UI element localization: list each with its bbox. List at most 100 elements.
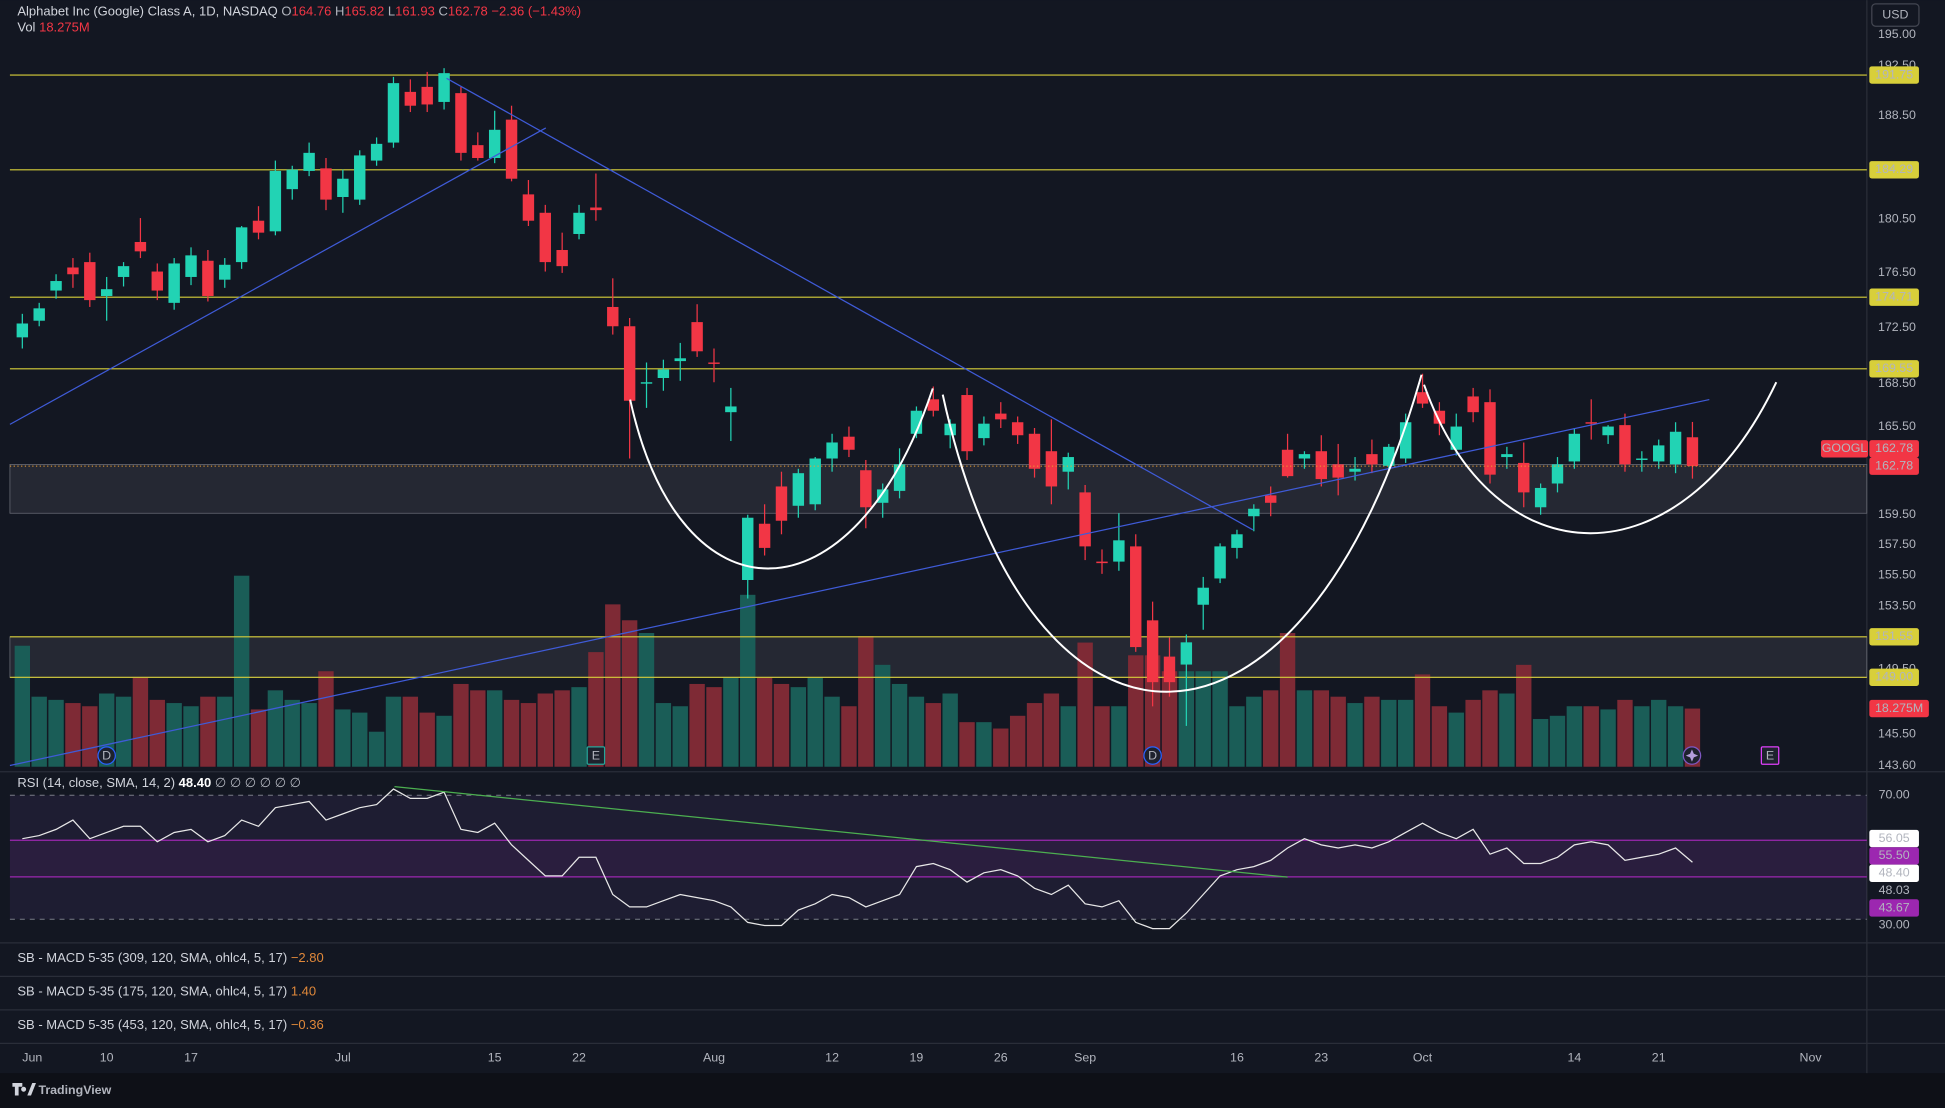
volume-bar <box>875 664 891 767</box>
y-tick-label: 180.50 <box>1878 212 1916 226</box>
candle-body <box>421 86 433 105</box>
candle-body <box>337 178 349 198</box>
candle-body <box>691 322 703 352</box>
candle-body <box>775 486 788 521</box>
y-tick-label: 159.50 <box>1878 507 1916 521</box>
volume-bar <box>554 690 570 767</box>
volume-bar <box>537 693 553 767</box>
currency-label[interactable]: USD <box>1882 7 1908 21</box>
volume-bar <box>925 703 941 767</box>
volume-bar <box>335 709 351 767</box>
x-tick-label: Aug <box>703 1051 725 1065</box>
volume-bar <box>790 687 807 767</box>
candle-body <box>84 262 96 301</box>
candle-body <box>876 489 889 503</box>
price-label: 162.78 <box>1875 441 1913 455</box>
rsi-axis-label: 55.50 <box>1879 848 1910 862</box>
currency-button[interactable] <box>1871 3 1920 27</box>
x-tick-label: 16 <box>1230 1051 1244 1065</box>
candle-body <box>1315 451 1328 480</box>
volume-bar <box>1330 696 1346 767</box>
volume-bar <box>638 633 655 767</box>
low-value: 161.93 <box>395 4 435 19</box>
candle-body <box>1298 454 1311 459</box>
indicator-value: −0.36 <box>291 1017 324 1032</box>
event-icon <box>1143 746 1162 765</box>
volume-bar <box>470 690 486 767</box>
candle-body <box>1501 454 1513 458</box>
rsi-value: 48.40 <box>179 776 212 791</box>
close-value: 162.78 <box>448 4 488 19</box>
indicator-row: SB - MACD 5-35 (175, 120, SMA, ohlc4, 5,… <box>17 984 316 999</box>
candle-body <box>1011 422 1024 436</box>
change: −2.36 (−1.43%) <box>491 4 581 19</box>
volume-bar <box>773 683 790 767</box>
candle-body <box>893 464 906 491</box>
x-tick-label: 14 <box>1567 1051 1581 1065</box>
high-value: 165.82 <box>344 4 384 19</box>
volume-bar <box>1617 699 1633 767</box>
x-tick-label: 21 <box>1652 1051 1666 1065</box>
volume-bar <box>31 696 47 767</box>
brand-name: TradingView <box>38 1083 111 1097</box>
ohlc-key: L <box>388 4 395 19</box>
indicator-name: SB - MACD 5-35 (309, 120, SMA, ohlc4, 5,… <box>17 950 287 965</box>
volume-bar <box>706 687 722 767</box>
zone <box>9 463 1868 514</box>
candle-body <box>623 326 636 401</box>
event-star <box>1685 749 1699 762</box>
rsi-header: RSI (14, close, SMA, 14, 2) 48.40 ∅ ∅ ∅ … <box>17 776 301 791</box>
cup-curve <box>941 374 1423 693</box>
volume-bar <box>1195 671 1211 767</box>
level-label: 149.00 <box>1875 670 1913 684</box>
volume-bar <box>942 693 958 767</box>
cup-curve <box>629 388 934 570</box>
volume-bar <box>250 709 267 767</box>
trend-line <box>9 398 1710 767</box>
symbol-label-bg <box>1820 440 1869 458</box>
candle-body <box>202 260 214 297</box>
level-label: 169.55 <box>1875 361 1913 375</box>
level-label-bg <box>1869 628 1919 646</box>
candle-body <box>472 145 484 159</box>
y-tick-label: 188.50 <box>1878 108 1916 122</box>
rsi-axis-label: 70.00 <box>1879 788 1910 802</box>
y-tick-label: 172.50 <box>1878 320 1916 334</box>
candle-body <box>708 362 720 364</box>
volume-bar <box>1381 699 1397 767</box>
volume-value: 18.275M <box>39 20 90 35</box>
candle-body <box>117 266 130 277</box>
y-tick-label: 145.50 <box>1878 726 1916 740</box>
volume-bar <box>14 645 31 767</box>
bottom-bar <box>0 1073 1945 1108</box>
candle-body <box>1264 495 1277 503</box>
volume-bar <box>1263 690 1279 767</box>
candle-body <box>455 93 467 153</box>
candle-body <box>995 413 1007 420</box>
volume-bar <box>520 703 537 767</box>
volume-bar <box>1347 703 1363 767</box>
candle-body <box>1636 458 1648 460</box>
candle-body <box>1248 508 1260 517</box>
volume-bar <box>233 575 250 767</box>
candle-body <box>387 83 400 143</box>
x-tick-label: 26 <box>994 1051 1008 1065</box>
level-label: 184.29 <box>1875 162 1913 176</box>
candle-body <box>640 382 653 384</box>
candle-body <box>370 143 383 161</box>
candle-body <box>1062 457 1074 472</box>
volume-bar <box>1111 706 1127 767</box>
rsi-flags: ∅ ∅ ∅ ∅ ∅ ∅ <box>215 776 301 791</box>
rsi-axis-label: 30.00 <box>1879 918 1910 932</box>
candle-body <box>235 227 248 263</box>
event-label: E <box>1766 748 1774 762</box>
candle-body <box>522 194 535 221</box>
volume-bar <box>115 696 132 767</box>
volume-bar <box>672 706 688 767</box>
candle-body <box>1214 546 1226 579</box>
candle-body <box>1399 422 1412 459</box>
candle-body <box>488 129 501 159</box>
volume-bar <box>571 687 587 767</box>
volume-bar <box>655 703 672 767</box>
